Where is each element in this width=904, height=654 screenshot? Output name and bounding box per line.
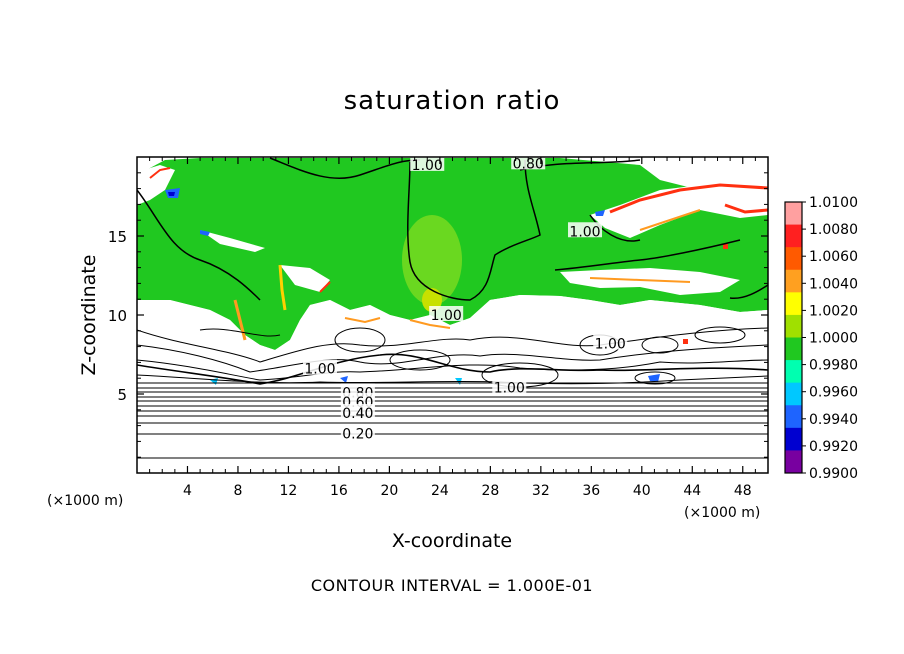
x-unit-label-right: (×1000 m) <box>684 505 760 521</box>
x-tick-label: 12 <box>280 483 298 499</box>
orange-edge-4 <box>589 277 691 283</box>
x-tick-label: 8 <box>233 483 242 499</box>
y-axis-label: Z-coordinate <box>78 255 100 376</box>
x-tick-label: 20 <box>380 483 398 499</box>
colorbar-label: 1.0100 <box>809 195 858 211</box>
white-streak-3 <box>200 230 265 252</box>
contour-label: 0.20 <box>342 427 373 443</box>
x-tick-label: 24 <box>431 483 449 499</box>
contour-label: 1.00 <box>595 336 626 352</box>
blue-spot-5 <box>595 210 605 216</box>
colorbar-swatch <box>785 337 802 361</box>
contour-label: 1.00 <box>304 362 335 378</box>
red-edge-3 <box>149 167 171 179</box>
y-axis: 5 10 15 <box>108 172 768 458</box>
blue-spot-8 <box>340 376 348 383</box>
colorbar-swatch <box>785 202 802 226</box>
x-unit-label-left: (×1000 m) <box>47 493 123 509</box>
orange-edge-3 <box>278 264 287 311</box>
colorbar: 1.0100 1.0080 1.0060 1.0040 1.0020 1.0000 0.99… <box>784 195 858 482</box>
contour-label-bg <box>568 222 603 238</box>
red-dot-1 <box>723 244 728 249</box>
contour-label-bg <box>593 334 628 350</box>
contour-interval-note: CONTOUR INTERVAL = 1.000E-01 <box>310 576 594 595</box>
colorbar-swatch <box>785 247 802 271</box>
white-streak-1 <box>590 180 768 238</box>
colorbar-swatch <box>785 405 802 429</box>
contour-label: 0.40 <box>342 406 373 422</box>
red-edge-2 <box>724 203 768 214</box>
red-edge-4 <box>319 281 331 293</box>
red-edge-1 <box>609 183 768 214</box>
colorbar-label: 1.0060 <box>809 249 858 265</box>
white-streak-4 <box>280 265 330 292</box>
blue-spot-3 <box>200 230 210 236</box>
contour-label: 1.00 <box>494 381 525 397</box>
colorbar-swatch <box>785 292 802 316</box>
colorbar-label: 1.0000 <box>809 331 858 347</box>
contour-label-bg <box>340 403 375 419</box>
colorbar-label: 0.9900 <box>809 466 858 482</box>
colorbar-swatch <box>785 450 802 474</box>
contour-label-bg <box>429 306 464 321</box>
orange-edge-1 <box>639 209 701 231</box>
colorbar-label: 0.9960 <box>809 385 858 401</box>
colorbar-swatch <box>785 427 802 451</box>
colorbar-swatch <box>785 382 802 406</box>
contour-label-bg <box>492 378 527 394</box>
x-tick-label: 4 <box>183 483 192 499</box>
colorbar-label: 1.0080 <box>809 222 858 238</box>
contour-label: 0.80 <box>513 156 544 172</box>
x-tick-label: 32 <box>532 483 550 499</box>
contour-label-bg <box>511 157 546 170</box>
y-tick-label: 10 <box>108 307 127 325</box>
contour-label: 1.00 <box>431 308 462 324</box>
colorbar-label: 0.9920 <box>809 439 858 455</box>
y-tick-label: 5 <box>117 386 127 404</box>
contour-100-lower <box>137 353 768 385</box>
orange-edge-6 <box>409 319 451 329</box>
colorbar-label: 1.0020 <box>809 303 858 319</box>
contour-label-bg <box>302 359 337 375</box>
contours-lower <box>137 326 768 459</box>
colorbar-label: 0.9940 <box>809 412 858 428</box>
colorbar-swatch <box>785 360 802 384</box>
contour-labels: 1.000.801.001.001.001.001.000.800.600.40… <box>302 156 628 443</box>
colorbar-swatch <box>785 224 802 248</box>
colorbar-swatch <box>785 314 802 338</box>
x-axis-label: X-coordinate <box>392 530 512 552</box>
orange-edge-2 <box>233 299 247 341</box>
contour-label: 1.00 <box>412 158 443 174</box>
white-streak-2 <box>560 268 740 295</box>
y-tick-label: 15 <box>108 228 127 246</box>
colorbar-label: 1.0040 <box>809 276 858 292</box>
red-dot-2 <box>683 339 688 344</box>
x-tick-label: 48 <box>734 483 752 499</box>
orange-edge-5 <box>344 317 381 324</box>
contour-label-bg <box>410 157 445 171</box>
x-tick-label: 44 <box>683 483 701 499</box>
blue-spot-6 <box>648 374 660 382</box>
x-tick-label: 36 <box>582 483 600 499</box>
saturation-field: 1.000.801.001.001.001.001.000.800.600.40… <box>137 156 768 473</box>
contour-label-bg <box>340 424 375 440</box>
colorbar-label: 0.9980 <box>809 358 858 374</box>
light-green-patch <box>402 215 462 305</box>
white-streak-5 <box>137 165 175 205</box>
contour-label: 1.00 <box>569 224 600 240</box>
x-tick-label: 16 <box>330 483 348 499</box>
blue-spot-2 <box>168 192 175 196</box>
x-tick-label: 40 <box>633 483 651 499</box>
x-tick-label: 28 <box>481 483 499 499</box>
colorbar-swatch <box>785 269 802 293</box>
x-axis: 4 8 12 16 20 24 28 32 36 40 44 48 <box>149 157 756 499</box>
chart-title: saturation ratio <box>343 86 561 116</box>
